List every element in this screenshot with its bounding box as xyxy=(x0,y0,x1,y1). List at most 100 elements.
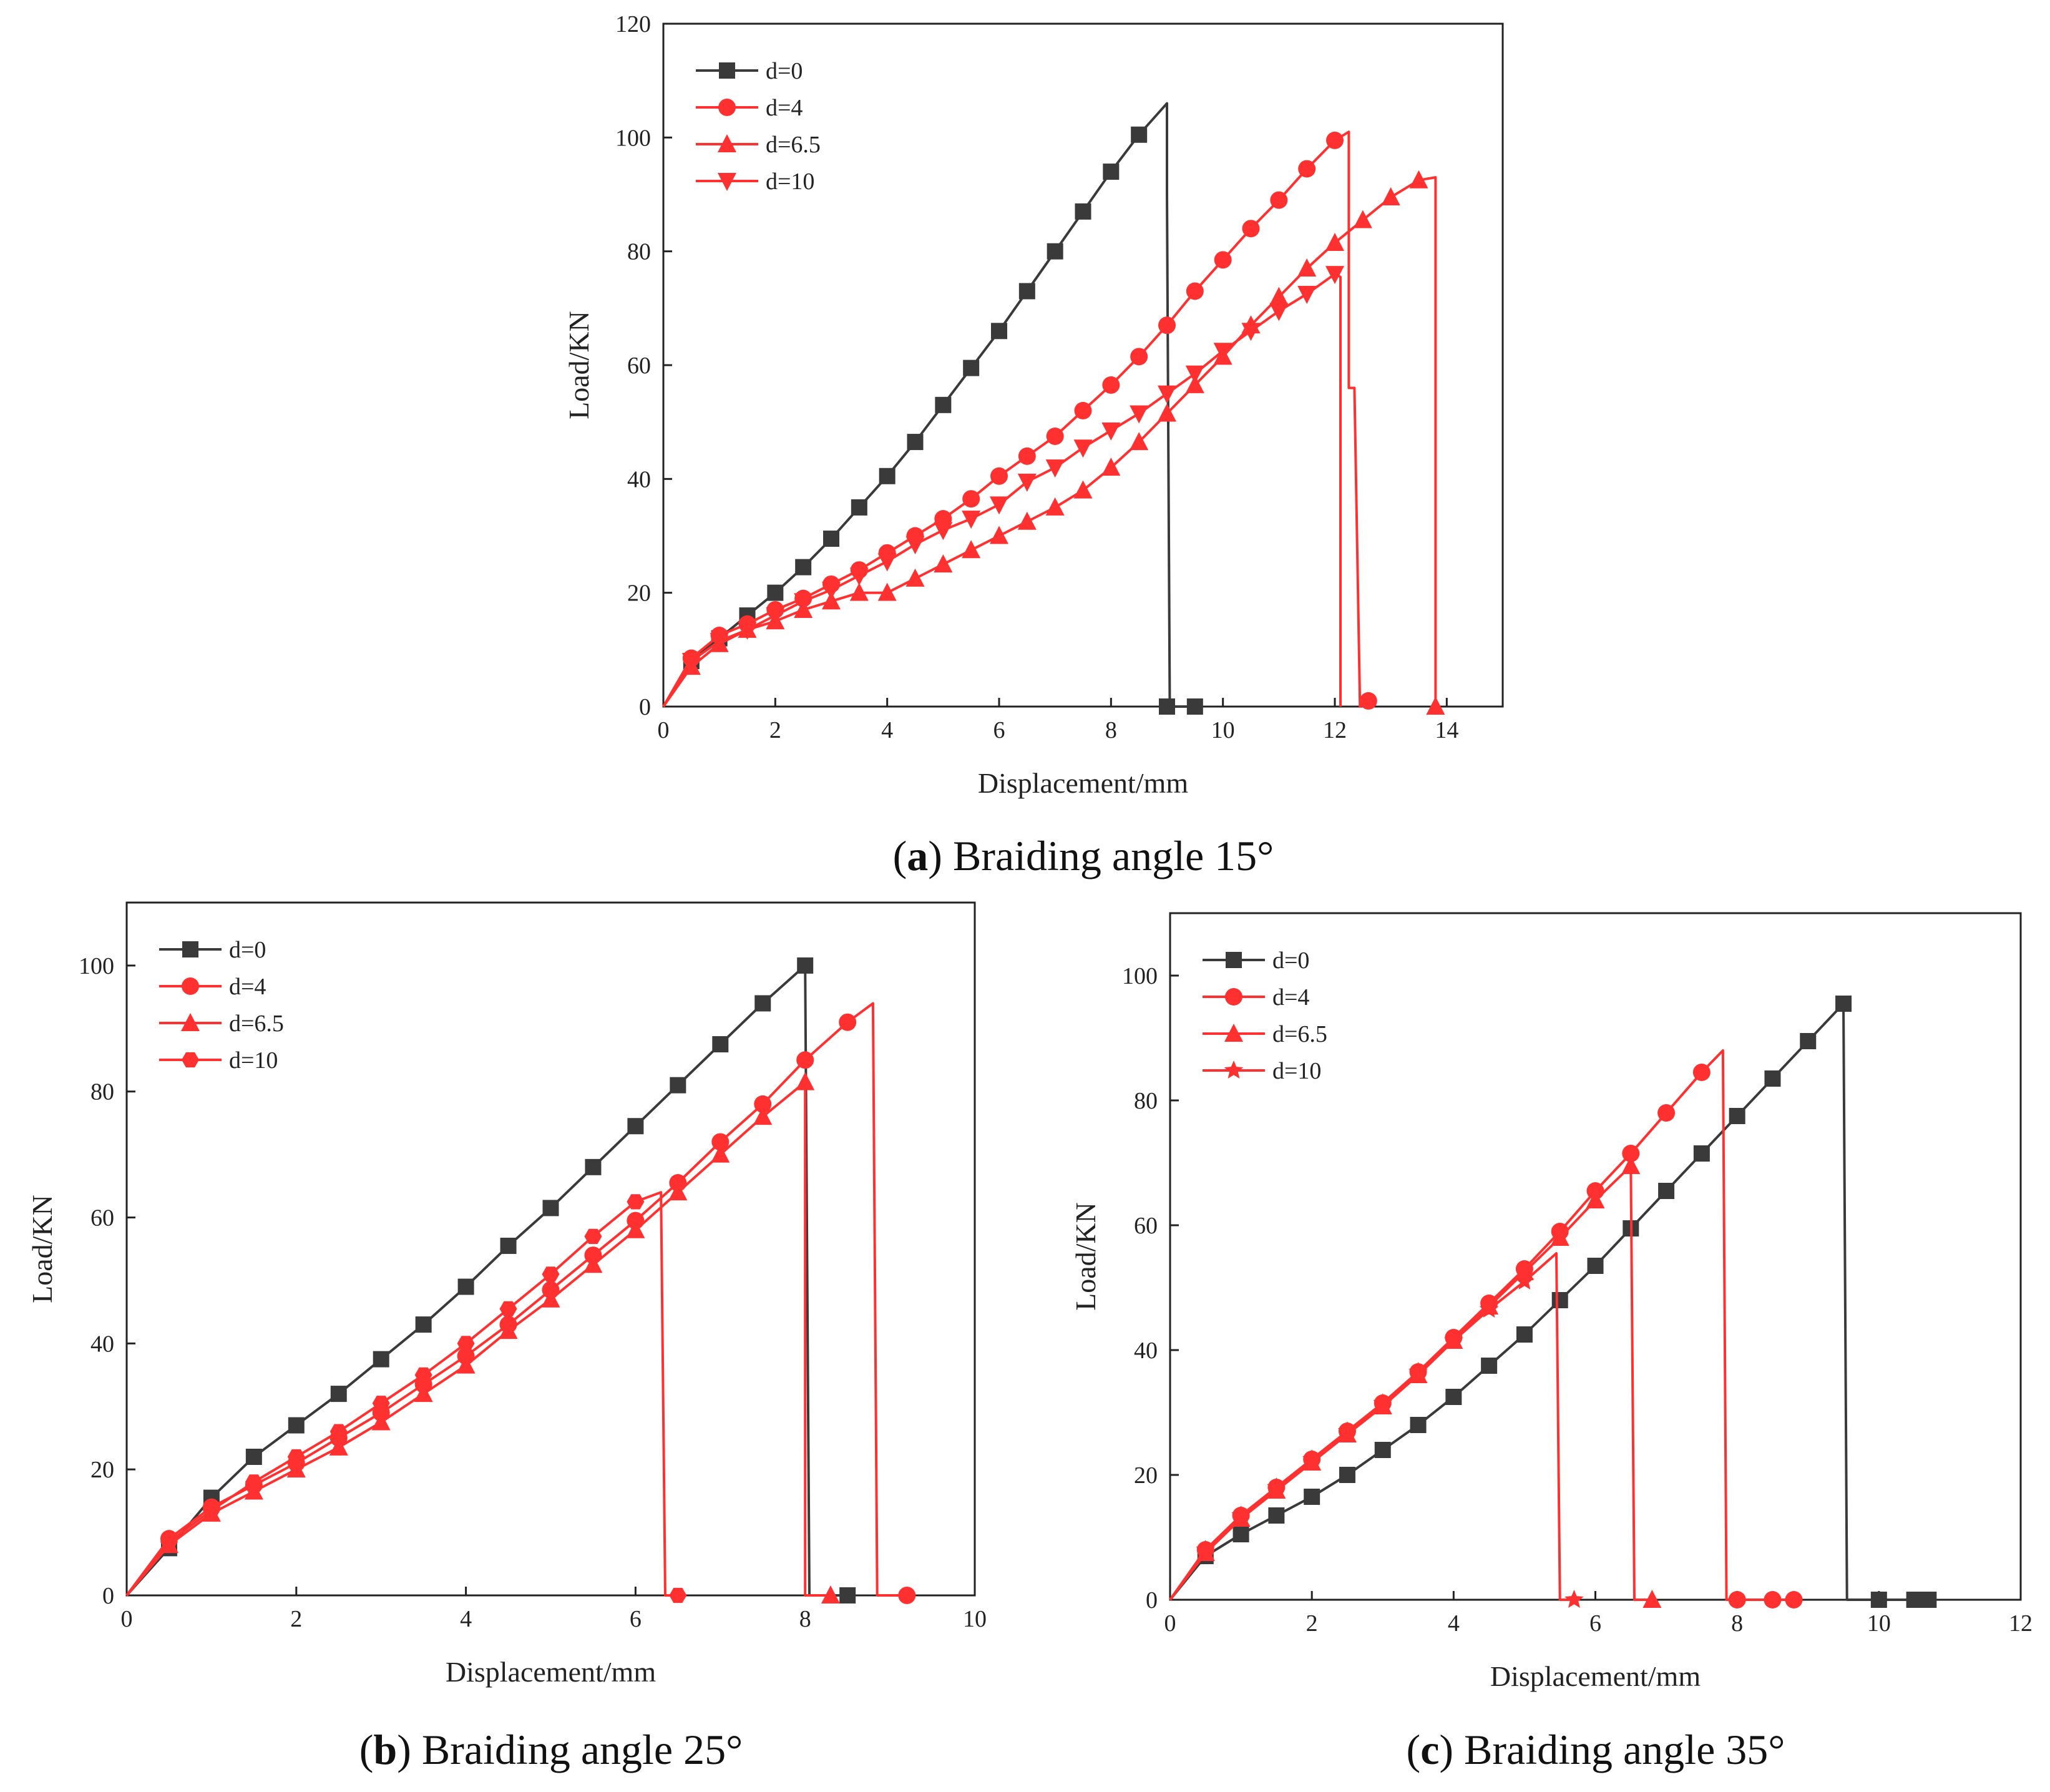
data-point xyxy=(585,1158,602,1175)
data-point xyxy=(1185,375,1204,393)
x-tick-label: 0 xyxy=(658,717,670,743)
data-point xyxy=(329,1424,348,1439)
data-point xyxy=(1325,266,1344,285)
y-tick-label: 80 xyxy=(90,1079,114,1105)
data-point xyxy=(1657,1104,1676,1122)
y-tick-label: 60 xyxy=(90,1205,114,1231)
legend-label: d=4 xyxy=(1272,984,1309,1011)
data-point xyxy=(1444,1331,1463,1349)
series-line xyxy=(1169,1002,1929,1601)
legend-marker xyxy=(181,1013,200,1031)
data-point xyxy=(1728,1591,1746,1608)
y-tick-label: 80 xyxy=(1134,1088,1158,1114)
x-tick-label: 12 xyxy=(2009,1610,2033,1637)
data-point xyxy=(1103,164,1120,180)
x-tick-label: 4 xyxy=(1448,1610,1460,1637)
data-point xyxy=(1304,1489,1320,1505)
legend-label: d=10 xyxy=(766,169,814,195)
data-point xyxy=(1213,343,1232,361)
series-line xyxy=(662,130,1369,708)
data-point xyxy=(1920,1592,1937,1608)
data-point xyxy=(542,1266,560,1282)
data-point xyxy=(796,1072,815,1090)
data-point xyxy=(849,582,869,601)
y-tick-label: 20 xyxy=(90,1457,114,1483)
data-point xyxy=(1658,1183,1675,1199)
legend-marker xyxy=(718,134,736,152)
data-point xyxy=(626,1220,645,1238)
x-tick-label: 10 xyxy=(1867,1610,1891,1637)
data-point xyxy=(754,1095,772,1113)
y-axis-title: Load/KN xyxy=(1070,1202,1101,1311)
data-point xyxy=(879,468,896,484)
data-point xyxy=(1785,1591,1803,1608)
data-point xyxy=(371,1412,391,1431)
data-point xyxy=(795,559,812,575)
y-tick-label: 100 xyxy=(79,953,114,979)
data-point xyxy=(1410,1417,1427,1433)
y-tick-label: 40 xyxy=(1134,1338,1158,1364)
y-tick-label: 0 xyxy=(639,694,651,720)
data-point xyxy=(877,582,897,601)
data-point xyxy=(1241,323,1261,341)
data-point xyxy=(1268,1507,1285,1524)
legend-label: d=4 xyxy=(766,95,803,121)
x-tick-label: 8 xyxy=(1105,717,1117,743)
caption-paren: ( xyxy=(1407,1726,1421,1773)
caption-paren: ) xyxy=(928,832,953,879)
data-point xyxy=(414,1384,433,1403)
x-tick-label: 12 xyxy=(1323,717,1347,743)
data-point xyxy=(711,1133,730,1151)
series-line xyxy=(1169,1049,1794,1601)
caption-text: Braiding angle 15° xyxy=(953,832,1274,879)
data-point xyxy=(1186,282,1204,300)
caption-text: Braiding angle 25° xyxy=(422,1726,743,1773)
legend-marker xyxy=(718,173,736,191)
legend-label: d=6.5 xyxy=(1272,1021,1327,1047)
data-point xyxy=(753,1107,773,1125)
y-tick-label: 100 xyxy=(1122,963,1158,989)
data-point xyxy=(766,607,785,626)
x-tick-label: 2 xyxy=(290,1606,302,1632)
data-point xyxy=(583,1255,603,1273)
data-point xyxy=(1242,220,1260,238)
data-point xyxy=(934,522,953,541)
data-point xyxy=(1185,365,1204,384)
data-point xyxy=(1337,1421,1357,1439)
x-tick-label: 6 xyxy=(993,717,1005,743)
legend-label: d=4 xyxy=(229,974,266,1000)
data-point xyxy=(990,467,1008,485)
data-point xyxy=(1269,303,1289,321)
series-d=0 xyxy=(1169,996,1937,1608)
legend-marker xyxy=(1225,988,1242,1006)
data-point xyxy=(415,1316,432,1333)
data-point xyxy=(1353,210,1372,228)
data-point xyxy=(1017,511,1037,530)
data-point xyxy=(373,1351,389,1368)
data-point xyxy=(1158,403,1176,422)
data-point xyxy=(627,1118,644,1135)
legend-marker xyxy=(719,62,735,79)
x-axis-title: Displacement/mm xyxy=(446,1656,656,1688)
data-point xyxy=(754,995,771,1012)
data-point xyxy=(1551,1292,1568,1308)
data-point xyxy=(160,1534,178,1550)
figure-caption: (c) Braiding angle 35° xyxy=(1407,1726,1785,1773)
data-point xyxy=(1130,348,1148,366)
data-point xyxy=(738,621,757,640)
data-point xyxy=(627,1194,645,1210)
data-point xyxy=(898,1587,916,1604)
data-point xyxy=(1622,1145,1640,1162)
data-point xyxy=(821,1585,840,1603)
legend-label: d=6.5 xyxy=(229,1011,284,1037)
data-point xyxy=(962,511,981,529)
data-point xyxy=(1131,126,1148,143)
data-point xyxy=(456,1355,476,1374)
data-point xyxy=(1374,1442,1391,1458)
data-point xyxy=(1102,376,1120,394)
data-point xyxy=(1267,1477,1286,1496)
x-tick-label: 14 xyxy=(1435,717,1458,743)
legend-marker xyxy=(1224,1024,1243,1042)
data-point xyxy=(711,1144,730,1163)
caption-paren: ( xyxy=(893,832,907,879)
